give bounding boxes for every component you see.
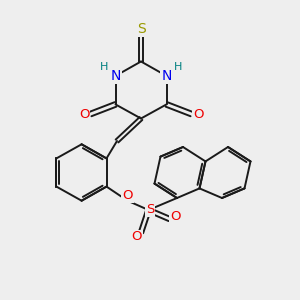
Text: O: O (122, 189, 133, 203)
Text: N: N (110, 69, 121, 83)
Text: O: O (79, 107, 89, 121)
Text: H: H (174, 62, 182, 72)
Text: O: O (131, 230, 142, 244)
Text: H: H (100, 62, 108, 72)
Text: O: O (193, 107, 203, 121)
Text: S: S (146, 203, 154, 216)
Text: N: N (161, 69, 172, 83)
Text: S: S (136, 22, 146, 36)
Text: O: O (170, 209, 181, 223)
